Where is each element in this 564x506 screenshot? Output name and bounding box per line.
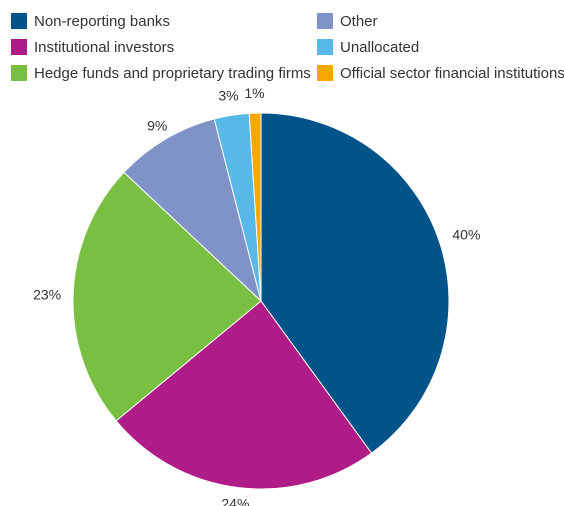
legend-item-institutional-investors: Institutional investors	[11, 36, 174, 58]
legend-item-unallocated: Unallocated	[317, 36, 419, 58]
legend-swatch	[11, 65, 27, 81]
pie-slice-2	[72, 171, 262, 422]
pie-slice-5	[248, 112, 262, 302]
legend-label: Unallocated	[340, 38, 420, 56]
slice-label-2: 23%	[33, 286, 61, 302]
legend-item-non-reporting-banks: Non-reporting banks	[11, 10, 170, 32]
pie-slice-3	[123, 118, 262, 303]
legend-label: Other	[340, 12, 378, 30]
slice-label-4: 3%	[218, 88, 238, 104]
legend-swatch	[11, 39, 27, 55]
legend-swatch	[317, 65, 333, 81]
legend-item-other: Other	[317, 10, 378, 32]
legend-label: Non-reporting banks	[34, 12, 170, 30]
legend-item-official-sector: Official sector financial institutions	[317, 62, 564, 84]
legend-swatch	[317, 39, 333, 55]
legend-swatch	[11, 13, 27, 29]
legend-label: Institutional investors	[34, 38, 175, 56]
slice-label-3: 9%	[147, 117, 167, 133]
legend-item-hedge-funds: Hedge funds and proprietary trading firm…	[11, 62, 311, 84]
legend-label: Hedge funds and proprietary trading firm…	[34, 64, 311, 82]
legend-label: Official sector financial institutions	[340, 64, 564, 82]
pie-slice-0	[260, 112, 450, 454]
pie-slice-1	[115, 300, 373, 490]
slice-label-0: 40%	[452, 226, 480, 242]
slice-label-1: 24%	[221, 495, 249, 506]
legend-swatch	[317, 13, 333, 29]
slice-label-5: 1%	[244, 85, 264, 101]
